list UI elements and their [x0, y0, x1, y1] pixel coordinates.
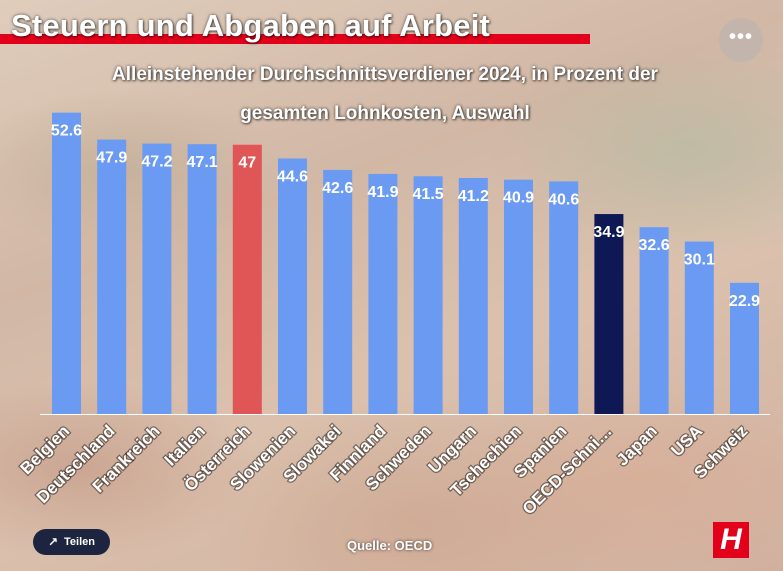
bar-12 [594, 214, 624, 414]
bar-14 [684, 241, 714, 414]
bar-1 [97, 139, 127, 414]
source-note: Quelle: OECD [347, 538, 433, 553]
more-options-button[interactable]: ••• [719, 18, 763, 62]
bar-value-label: 42.6 [322, 180, 353, 197]
bar-value-label: 22.9 [729, 293, 760, 310]
bar-value-label: 34.9 [593, 224, 624, 241]
x-tick-label: USA [667, 421, 706, 460]
bar-value-label: 30.1 [684, 252, 715, 269]
bar-9 [458, 177, 488, 414]
bar-7 [368, 173, 398, 414]
bar-value-label: 32.6 [639, 237, 670, 254]
bar-value-label: 47.1 [187, 154, 218, 171]
bar-4 [232, 144, 262, 414]
bar-3 [187, 144, 217, 415]
bar-2 [142, 143, 172, 414]
headline-bar: Steuern und Abgaben auf Arbeit [0, 4, 590, 44]
page-title: Steuern und Abgaben auf Arbeit [11, 8, 491, 43]
bar-value-label: 41.5 [413, 186, 444, 203]
bar-value-label: 40.9 [503, 190, 534, 207]
share-icon: ↗ [47, 535, 59, 549]
bar-value-label: 52.6 [51, 123, 82, 140]
share-label: Teilen [64, 536, 96, 548]
bar-8 [413, 176, 443, 414]
bar-15 [730, 282, 759, 414]
bar-value-label: 47.2 [141, 154, 172, 171]
chart-subtitle: gesamten Lohnkosten, Auswahl [240, 103, 530, 124]
bar-10 [504, 179, 533, 414]
bar-value-label: 44.6 [277, 168, 308, 185]
bar-0 [52, 112, 81, 415]
bar-value-label: 40.6 [548, 191, 579, 208]
bar-6 [323, 169, 353, 414]
bar-value-label: 47.9 [96, 150, 127, 167]
bar-13 [639, 227, 669, 414]
more-dots-icon: ••• [728, 26, 753, 48]
brand-logo: H [713, 522, 749, 558]
share-button[interactable]: ↗ Teilen [33, 529, 110, 555]
bar-5 [278, 158, 307, 414]
bar-11 [549, 181, 579, 414]
bar-value-label: 41.9 [367, 184, 398, 201]
bar-value-label: 41.2 [458, 188, 489, 205]
chart-title: Alleinstehender Durchschnittsverdiener 2… [112, 64, 658, 85]
bar-value-label: 47 [238, 155, 256, 172]
x-tick-label: Japan [613, 421, 661, 469]
